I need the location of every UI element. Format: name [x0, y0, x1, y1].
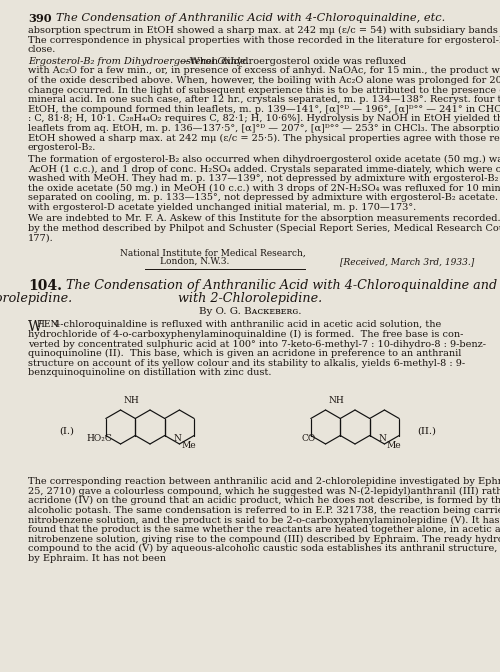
- Text: EtOH showed a sharp max. at 242 mμ (ε/c = 25·5). The physical properties agree w: EtOH showed a sharp max. at 242 mμ (ε/c …: [28, 134, 500, 142]
- Text: nitrobenzene solution, and the product is said to be 2-o-carboxyphenylaminolepid: nitrobenzene solution, and the product i…: [28, 515, 500, 525]
- Text: close.: close.: [28, 45, 56, 54]
- Text: London, N.W.3.: London, N.W.3.: [160, 257, 230, 266]
- Text: 4-chloroquinaldine is refluxed with anthranilic acid in acetic acid solution, th: 4-chloroquinaldine is refluxed with anth…: [54, 321, 442, 329]
- Text: hydrochloride of 4-o-carboxyphenylaminoquinaldine (I) is formed.  The free base : hydrochloride of 4-o-carboxyphenylaminoq…: [28, 330, 464, 339]
- Text: By O. G. Bᴀᴄᴋᴇʙᴇʀɢ.: By O. G. Bᴀᴄᴋᴇʙᴇʀɢ.: [199, 307, 301, 317]
- Text: : C, 81·8; H, 10·1. C₂₈H₄₄O₂ requires C, 82·1; H, 10·6%]. Hydrolysis by NaOH in : : C, 81·8; H, 10·1. C₂₈H₄₄O₂ requires C,…: [28, 114, 500, 124]
- Text: The corresponding reaction between anthranilic acid and 2-chlorolepidine investi: The corresponding reaction between anthr…: [28, 477, 500, 486]
- Text: NH: NH: [328, 396, 344, 405]
- Text: acridone (IV) on the ground that an acidic product, which he does not describe, : acridone (IV) on the ground that an acid…: [28, 496, 500, 505]
- Text: —When dihydroergosterol oxide was refluxed: —When dihydroergosterol oxide was reflux…: [180, 57, 406, 66]
- Text: found that the product is the same whether the reactants are heated together alo: found that the product is the same wheth…: [28, 525, 500, 534]
- Text: 25, 2710) gave a colourless compound, which he suggested was N-(2-lepidyl)anthra: 25, 2710) gave a colourless compound, wh…: [28, 487, 500, 496]
- Text: leaflets from aq. EtOH, m. p. 136—137·5°, [α]°ᴰ — 207°, [α]ᴰ°° — 253° in CHCl₃. : leaflets from aq. EtOH, m. p. 136—137·5°…: [28, 124, 500, 133]
- Text: compound to the acid (V) by aqueous-alcoholic caustic soda establishes its anthr: compound to the acid (V) by aqueous-alco…: [28, 544, 500, 553]
- Text: alcoholic potash. The same condensation is referred to in E.P. 321738, the react: alcoholic potash. The same condensation …: [28, 506, 500, 515]
- Text: with 2-Chlorolepidine.: with 2-Chlorolepidine.: [178, 292, 322, 305]
- Text: EtOH, the compound formed thin leaflets, m. p. 139—141°, [α]°ᴰ — 196°, [α]ᴰ°° — : EtOH, the compound formed thin leaflets,…: [28, 105, 500, 114]
- Text: 390: 390: [28, 13, 52, 24]
- Text: by the method described by Philpot and Schuster (Special Report Series, Medical : by the method described by Philpot and S…: [28, 224, 500, 233]
- Text: structure on account of its yellow colour and its stability to alkalis, yields 6: structure on account of its yellow colou…: [28, 359, 465, 368]
- Text: mineral acid. In one such case, after 12 hr., crystals separated, m. p. 134—138°: mineral acid. In one such case, after 12…: [28, 95, 500, 104]
- Text: HO₂C: HO₂C: [86, 433, 112, 442]
- Text: 104.: 104.: [28, 280, 62, 294]
- Text: (II.): (II.): [417, 427, 436, 436]
- Text: N: N: [378, 433, 386, 442]
- Text: quinoquinoline (II).  This base, which is given an acridone in preference to an : quinoquinoline (II). This base, which is…: [28, 349, 462, 358]
- Text: HEN: HEN: [36, 321, 59, 329]
- Text: We are indebted to Mr. F. A. Askew of this Institute for the absorption measurem: We are indebted to Mr. F. A. Askew of th…: [28, 214, 500, 223]
- Text: Me: Me: [182, 441, 196, 450]
- Text: the oxide acetate (50 mg.) in MeOH (10 c.c.) with 3 drops of 2N-H₂SO₄ was reflux: the oxide acetate (50 mg.) in MeOH (10 c…: [28, 183, 500, 193]
- Text: 177).: 177).: [28, 234, 54, 243]
- Text: The Condensation of Anthranilic Acid with 4-Chloroquinaldine, etc.: The Condensation of Anthranilic Acid wit…: [56, 13, 446, 23]
- Text: Ergosterol-B₂ from Dihydroergosterol Oxide.: Ergosterol-B₂ from Dihydroergosterol Oxi…: [28, 57, 249, 66]
- Text: verted by concentrated sulphuric acid at 100° into 7-keto-6-methyl-7 : 10-dihydr: verted by concentrated sulphuric acid at…: [28, 339, 486, 349]
- Text: National Institute for Medical Research,: National Institute for Medical Research,: [120, 248, 306, 257]
- Text: ergosterol-B₂.: ergosterol-B₂.: [28, 143, 96, 152]
- Text: with ergosterol-D acetate yielded unchanged initial material, m. p. 170—173°.: with ergosterol-D acetate yielded unchan…: [28, 203, 416, 212]
- Text: with Ac₂O for a few min., or, in presence of excess of anhyd. NaOAc, for 15 min.: with Ac₂O for a few min., or, in presenc…: [28, 67, 500, 75]
- Text: benzquinoquinoline on distillation with zinc dust.: benzquinoquinoline on distillation with …: [28, 368, 272, 378]
- Text: with 2-Chlorolepidine.: with 2-Chlorolepidine.: [0, 292, 72, 305]
- Text: CO: CO: [301, 433, 316, 442]
- Text: absorption spectrum in EtOH showed a sharp max. at 242 mμ (ε/c = 54) with subsid: absorption spectrum in EtOH showed a sha…: [28, 26, 500, 35]
- Text: N: N: [174, 433, 182, 442]
- Text: washed with MeOH. They had m. p. 137—139°, not depressed by admixture with ergos: washed with MeOH. They had m. p. 137—139…: [28, 174, 500, 183]
- Text: nitrobenzene solution, giving rise to the compound (III) described by Ephraim. T: nitrobenzene solution, giving rise to th…: [28, 535, 500, 544]
- Text: change occurred. In the light of subsequent experience this is to be attributed : change occurred. In the light of subsequ…: [28, 85, 500, 95]
- Text: of the oxide described above. When, however, the boiling with Ac₂O alone was pro: of the oxide described above. When, howe…: [28, 76, 500, 85]
- Text: Me: Me: [386, 441, 401, 450]
- Text: NH: NH: [124, 396, 140, 405]
- Text: by Ephraim. It has not been: by Ephraim. It has not been: [28, 554, 166, 563]
- Text: The correspondence in physical properties with those recorded in the literature : The correspondence in physical propertie…: [28, 36, 500, 44]
- Text: [Received, March 3rd, 1933.]: [Received, March 3rd, 1933.]: [340, 257, 474, 266]
- Text: separated on cooling, m. p. 133—135°, not depressed by admixture with ergosterol: separated on cooling, m. p. 133—135°, no…: [28, 194, 500, 202]
- Text: W: W: [28, 321, 42, 335]
- Text: AcOH (1 c.c.), and 1 drop of conc. H₂SO₄ added. Crystals separated imme-diately,: AcOH (1 c.c.), and 1 drop of conc. H₂SO₄…: [28, 165, 500, 173]
- Text: The formation of ergosterol-B₂ also occurred when dihydroergosterol oxide acetat: The formation of ergosterol-B₂ also occu…: [28, 155, 500, 164]
- Text: (I.): (I.): [59, 427, 74, 436]
- Text: The Condensation of Anthranilic Acid with 4-Chloroquinaldine and: The Condensation of Anthranilic Acid wit…: [66, 280, 497, 292]
